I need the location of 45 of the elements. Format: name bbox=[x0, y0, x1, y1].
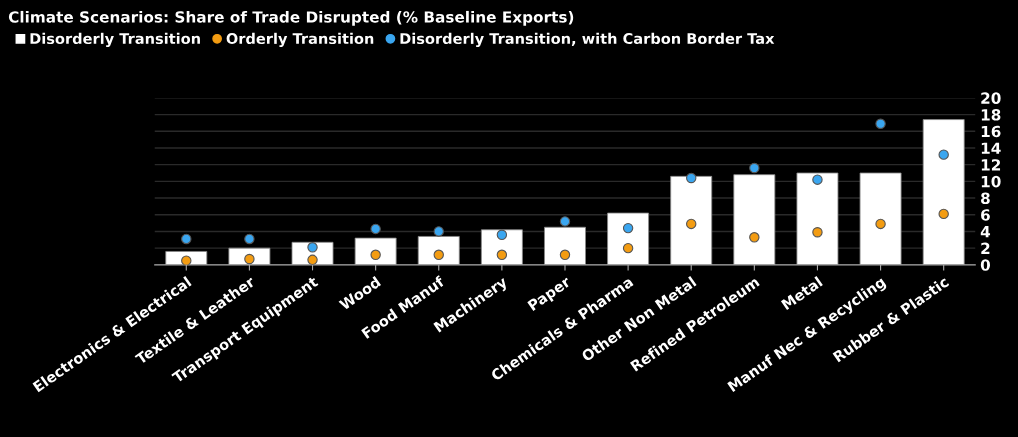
point bbox=[812, 227, 823, 238]
y-tick-label: 14 bbox=[981, 142, 1001, 154]
y-tick-label: 4 bbox=[980, 226, 991, 238]
bar bbox=[354, 237, 397, 265]
legend-label: Disorderly Transition, with Carbon Border Tax bbox=[400, 32, 775, 48]
point bbox=[686, 218, 697, 230]
legend-label: Orderly Transition bbox=[226, 32, 374, 48]
y-tick-label: 20 bbox=[981, 92, 1001, 104]
point bbox=[875, 118, 886, 129]
bar bbox=[670, 175, 713, 265]
point bbox=[749, 232, 760, 243]
point bbox=[433, 226, 444, 237]
point bbox=[686, 172, 697, 184]
y-tick-label: 0 bbox=[980, 259, 990, 271]
point bbox=[749, 162, 760, 174]
bar bbox=[544, 226, 586, 265]
point bbox=[938, 208, 949, 220]
chart-title: Climate Scenarios: Share of Trade Disrupted (% Baseline Exports) bbox=[8, 10, 574, 26]
bar bbox=[417, 236, 460, 265]
point bbox=[559, 216, 571, 227]
legend-label: Disorderly Transition bbox=[30, 32, 200, 48]
point bbox=[622, 222, 634, 234]
bar bbox=[607, 212, 650, 265]
y-tick-label: 16 bbox=[981, 125, 1001, 138]
point bbox=[496, 229, 508, 240]
point bbox=[181, 233, 192, 245]
point bbox=[622, 242, 634, 254]
bar bbox=[796, 172, 839, 265]
point bbox=[559, 249, 571, 261]
point bbox=[938, 149, 949, 160]
y-tick-label: 8 bbox=[981, 192, 990, 205]
point bbox=[812, 174, 823, 185]
point bbox=[244, 233, 255, 245]
point bbox=[875, 218, 886, 230]
bar bbox=[859, 172, 902, 265]
y-tick-label: 2 bbox=[981, 242, 990, 254]
y-tick-label: 10 bbox=[981, 175, 1001, 188]
point bbox=[307, 254, 318, 265]
bar bbox=[922, 119, 965, 265]
bar bbox=[733, 174, 776, 265]
y-tick-label: 12 bbox=[981, 159, 1001, 171]
point bbox=[496, 249, 508, 261]
y-tick-label: 18 bbox=[981, 109, 1001, 121]
y-tick-label: 6 bbox=[981, 209, 990, 221]
point bbox=[370, 223, 381, 235]
